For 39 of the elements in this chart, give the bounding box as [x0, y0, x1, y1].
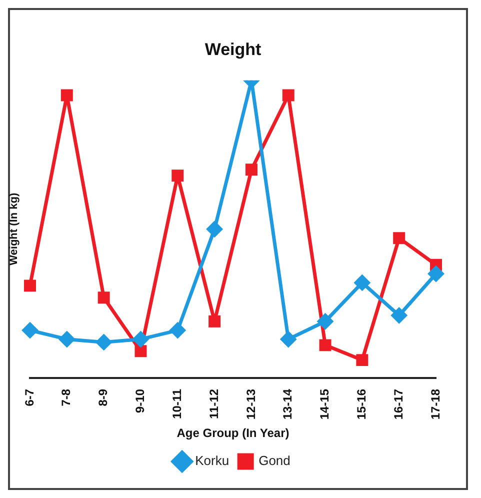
point — [134, 345, 147, 358]
x-tick-label: 8-9 — [96, 388, 110, 406]
point — [96, 334, 112, 350]
point — [245, 164, 258, 176]
x-tick-label: 9-10 — [133, 388, 148, 413]
point — [318, 314, 334, 330]
point — [391, 308, 407, 324]
x-tick-label: 7-8 — [59, 388, 74, 406]
point — [206, 221, 222, 237]
x-tick-label: 16-17 — [391, 388, 406, 420]
point — [354, 274, 370, 290]
point — [428, 266, 444, 282]
legend-label: Korku — [195, 453, 230, 468]
x-tick-label: 15-16 — [354, 388, 368, 420]
point — [282, 89, 294, 102]
x-tick-label: 6-7 — [22, 388, 36, 406]
x-axis-title: Age Group (In Year) — [176, 426, 290, 440]
y-axis-title: Weight (In kg) — [8, 192, 20, 266]
legend-label: Gond — [258, 453, 290, 468]
x-tick-label: 14-15 — [318, 388, 332, 420]
point — [172, 170, 184, 182]
point — [356, 354, 368, 366]
x-tick-label: 11-12 — [206, 388, 221, 419]
point — [170, 322, 186, 338]
x-tick-label: 13-14 — [280, 388, 295, 420]
x-tick-label: 10-11 — [170, 388, 184, 419]
point — [319, 339, 332, 352]
x-tick-label: 12-13 — [244, 388, 258, 420]
point — [24, 280, 36, 292]
point — [393, 232, 406, 244]
x-tick-label: 17-18 — [428, 388, 442, 420]
point — [22, 322, 38, 338]
point — [98, 292, 110, 304]
point — [208, 315, 221, 328]
point — [132, 331, 148, 347]
point — [59, 331, 75, 347]
point — [60, 89, 73, 102]
chart-title: Weight — [204, 40, 262, 59]
point — [280, 331, 296, 347]
